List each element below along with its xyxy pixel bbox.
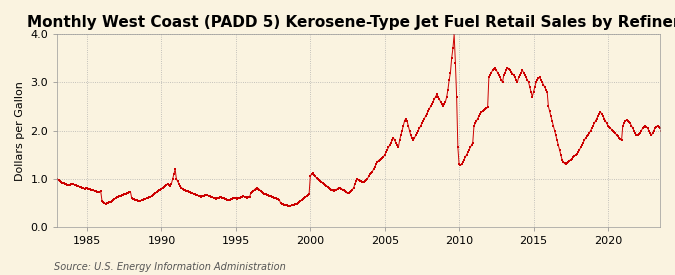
Y-axis label: Dollars per Gallon: Dollars per Gallon [15, 81, 25, 180]
Title: Monthly West Coast (PADD 5) Kerosene-Type Jet Fuel Retail Sales by Refiners: Monthly West Coast (PADD 5) Kerosene-Typ… [28, 15, 675, 30]
Text: Source: U.S. Energy Information Administration: Source: U.S. Energy Information Administ… [54, 262, 286, 272]
